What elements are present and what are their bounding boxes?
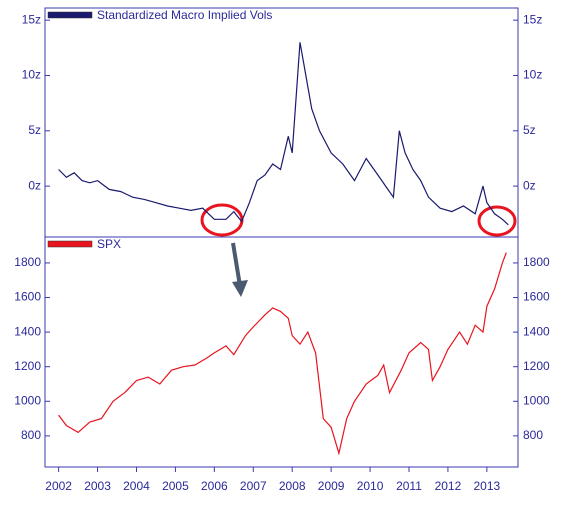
x-tick-label: 2013 bbox=[474, 479, 501, 493]
x-tick-label: 2010 bbox=[357, 479, 384, 493]
y2-tick-label: 0z bbox=[523, 178, 536, 192]
arrow-shaft bbox=[231, 242, 242, 287]
x-tick-label: 2003 bbox=[84, 479, 111, 493]
bottom-frame bbox=[44, 236, 519, 468]
y2-tick-label: 1200 bbox=[523, 359, 550, 373]
highlight-circle bbox=[477, 205, 517, 237]
x-tick-label: 2012 bbox=[435, 479, 462, 493]
y2-tick-label: 1400 bbox=[523, 324, 550, 338]
x-tick-label: 2002 bbox=[45, 479, 72, 493]
y-tick-label: 1000 bbox=[14, 393, 41, 407]
series-line bbox=[58, 42, 509, 226]
y2-tick-label: 10z bbox=[523, 68, 542, 82]
y-tick-label: 15z bbox=[22, 12, 41, 26]
y-tick-label: 5z bbox=[28, 123, 41, 137]
legend-label: SPX bbox=[97, 237, 121, 251]
y-tick-label: 1600 bbox=[14, 290, 41, 304]
highlight-circle bbox=[200, 203, 244, 237]
legend-swatch bbox=[47, 11, 93, 19]
y2-tick-label: 5z bbox=[523, 123, 536, 137]
legend-swatch bbox=[47, 240, 93, 248]
x-tick-label: 2006 bbox=[201, 479, 228, 493]
y2-tick-label: 15z bbox=[523, 12, 542, 26]
y2-tick-label: 1000 bbox=[523, 393, 550, 407]
y-tick-label: 1400 bbox=[14, 324, 41, 338]
y-tick-label: 800 bbox=[21, 428, 41, 442]
x-tick-label: 2004 bbox=[123, 479, 150, 493]
y-tick-label: 1200 bbox=[14, 359, 41, 373]
x-tick-label: 2005 bbox=[162, 479, 189, 493]
y-tick-label: 10z bbox=[22, 68, 41, 82]
arrow-head bbox=[232, 280, 248, 297]
top-frame bbox=[44, 7, 519, 238]
x-tick-label: 2011 bbox=[396, 479, 422, 493]
y2-tick-label: 800 bbox=[523, 428, 543, 442]
x-tick-label: 2008 bbox=[279, 479, 306, 493]
x-tick-label: 2007 bbox=[240, 479, 267, 493]
y-tick-label: 0z bbox=[28, 178, 41, 192]
y2-tick-label: 1600 bbox=[523, 290, 550, 304]
series-line bbox=[58, 252, 507, 456]
x-tick-label: 2009 bbox=[318, 479, 345, 493]
y-tick-label: 1800 bbox=[14, 255, 41, 269]
y2-tick-label: 1800 bbox=[523, 255, 550, 269]
legend-label: Standardized Macro Implied Vols bbox=[97, 8, 272, 22]
